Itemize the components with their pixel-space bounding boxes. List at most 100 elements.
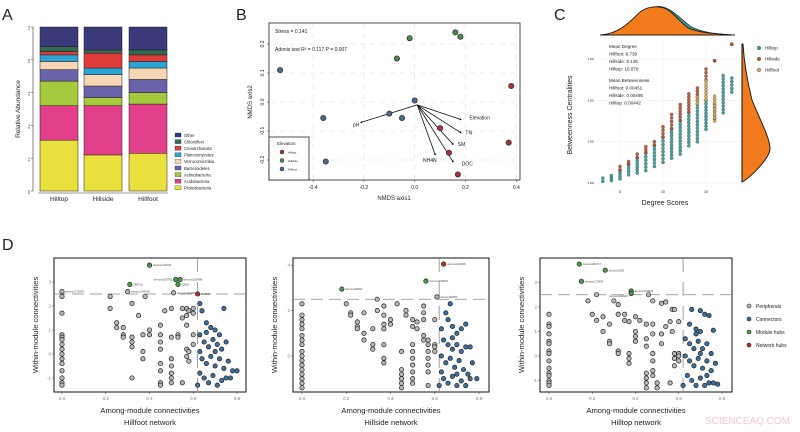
- point-hillfoot: [704, 94, 708, 99]
- legend-label: Peripherals: [756, 304, 782, 310]
- point-connector: [689, 306, 695, 313]
- point-peripheral: [632, 328, 639, 335]
- point-hilltop: [687, 144, 691, 148]
- point-peripheral: [594, 317, 600, 324]
- point-hilltop: [669, 143, 674, 148]
- point-connector: [710, 327, 716, 333]
- point-peripheral: [354, 319, 360, 325]
- point-hilltop: [687, 114, 691, 118]
- point-peripheral: [129, 334, 135, 340]
- point-peripheral: [432, 344, 438, 350]
- panel-c-degree-betweenness-plot: 5 10 15 0.000 0.005 0.010 0.015 Degree Scores Be…: [567, 6, 780, 207]
- point-module-hub: [339, 286, 345, 292]
- point-hillfoot: [704, 97, 708, 102]
- bar-segment-verrucomicrobia: [128, 67, 168, 80]
- point-hilltop: [721, 83, 725, 88]
- point-hilltop: [661, 149, 665, 154]
- point-hillfoot: [712, 97, 717, 102]
- point-peripheral: [186, 358, 192, 364]
- point-hillside: [678, 102, 682, 107]
- zi-pi-plot-hillside: 0.0 0.2 0.4 0.6 0.8 0 2 4 Among-module connectiv…: [270, 257, 490, 427]
- point-hillside: [704, 70, 708, 75]
- point-module-hub: [175, 281, 181, 287]
- node-label: denovo69292: [345, 287, 362, 291]
- point-peripheral: [354, 326, 360, 332]
- node-label: denovo202717: [583, 262, 602, 266]
- x-tick-label: 0.4: [513, 185, 520, 191]
- point-peripheral: [114, 320, 120, 326]
- point-hilltop: [678, 135, 682, 140]
- point-hillside: [687, 98, 691, 102]
- point-connector: [212, 327, 218, 333]
- bar-segment-proteobacteria: [128, 153, 168, 192]
- point-connector: [467, 344, 473, 350]
- point-connector: [463, 321, 469, 327]
- node-label: denovo134758: [131, 290, 150, 294]
- point-hilltop: [626, 172, 631, 177]
- legend-label: Hillfoot: [765, 68, 780, 73]
- point-peripheral: [676, 358, 682, 364]
- y-tick-label: 0.2: [260, 40, 266, 47]
- point-module-hub: [146, 262, 153, 268]
- plot-frame: [539, 257, 733, 393]
- point-peripheral: [157, 368, 163, 374]
- point-connector: [210, 373, 216, 379]
- x-tick-label: 0.6: [676, 396, 683, 401]
- point-connector: [441, 337, 447, 343]
- point-peripheral: [361, 337, 367, 343]
- point-connector: [706, 313, 712, 319]
- point-connector: [219, 377, 225, 383]
- bar-segment-verrucomicrobia: [39, 61, 79, 70]
- point-hilltop: [721, 104, 725, 108]
- legend-swatch: [174, 152, 182, 157]
- point-peripheral: [107, 305, 113, 311]
- point-peripheral: [421, 310, 427, 316]
- point-hilltop: [721, 73, 725, 78]
- point-peripheral: [632, 338, 639, 344]
- point-peripheral: [157, 346, 163, 352]
- point-connector: [708, 350, 714, 357]
- point-hilltop: [505, 139, 512, 146]
- point-peripheral: [129, 301, 135, 307]
- point-peripheral: [186, 308, 192, 314]
- point-peripheral: [626, 319, 632, 325]
- point-peripheral: [663, 324, 669, 330]
- point-peripheral: [546, 365, 552, 371]
- point-peripheral: [399, 371, 405, 377]
- point-hilltop: [669, 153, 674, 157]
- point-hilltop: [721, 90, 725, 95]
- point-peripheral: [107, 293, 113, 299]
- bar-segment-verrucomicrobia: [83, 74, 123, 87]
- point-connector: [463, 382, 469, 389]
- vector-label: SM: [458, 142, 466, 148]
- point-peripheral: [403, 312, 409, 318]
- x-axis-label: Degree Scores: [642, 200, 689, 207]
- legend-swatch: [174, 139, 182, 144]
- point-peripheral: [643, 375, 649, 381]
- point-peripheral: [600, 314, 606, 320]
- point-peripheral: [410, 380, 416, 386]
- arrow-head: [451, 160, 454, 163]
- bar-segment-crenarchaeota: [128, 54, 168, 62]
- point-peripheral: [615, 301, 621, 308]
- node-label: denovo133408: [184, 278, 203, 282]
- legend-title: Elevation: [277, 141, 296, 146]
- point-peripheral: [622, 317, 628, 324]
- point-peripheral: [136, 313, 142, 319]
- mean-degree-value: Hillfoot: 9.739: [609, 52, 638, 57]
- vector-arrow-elevation: [417, 104, 461, 120]
- point-hillside: [652, 143, 657, 147]
- point-peripheral: [381, 326, 387, 332]
- network-title: Hillside network: [364, 418, 417, 427]
- point-peripheral: [658, 300, 665, 306]
- point-hilltop: [687, 120, 691, 125]
- point-hilltop: [445, 149, 452, 156]
- point-connector: [201, 339, 207, 345]
- x-axis-label: Among-module connectivities: [586, 406, 685, 415]
- legend-label: Other: [184, 133, 195, 138]
- y-tick-label: 0.005: [588, 141, 595, 144]
- bar-segment-acidobacteria: [128, 103, 168, 154]
- point-peripheral: [59, 310, 65, 316]
- point-connector: [447, 301, 453, 307]
